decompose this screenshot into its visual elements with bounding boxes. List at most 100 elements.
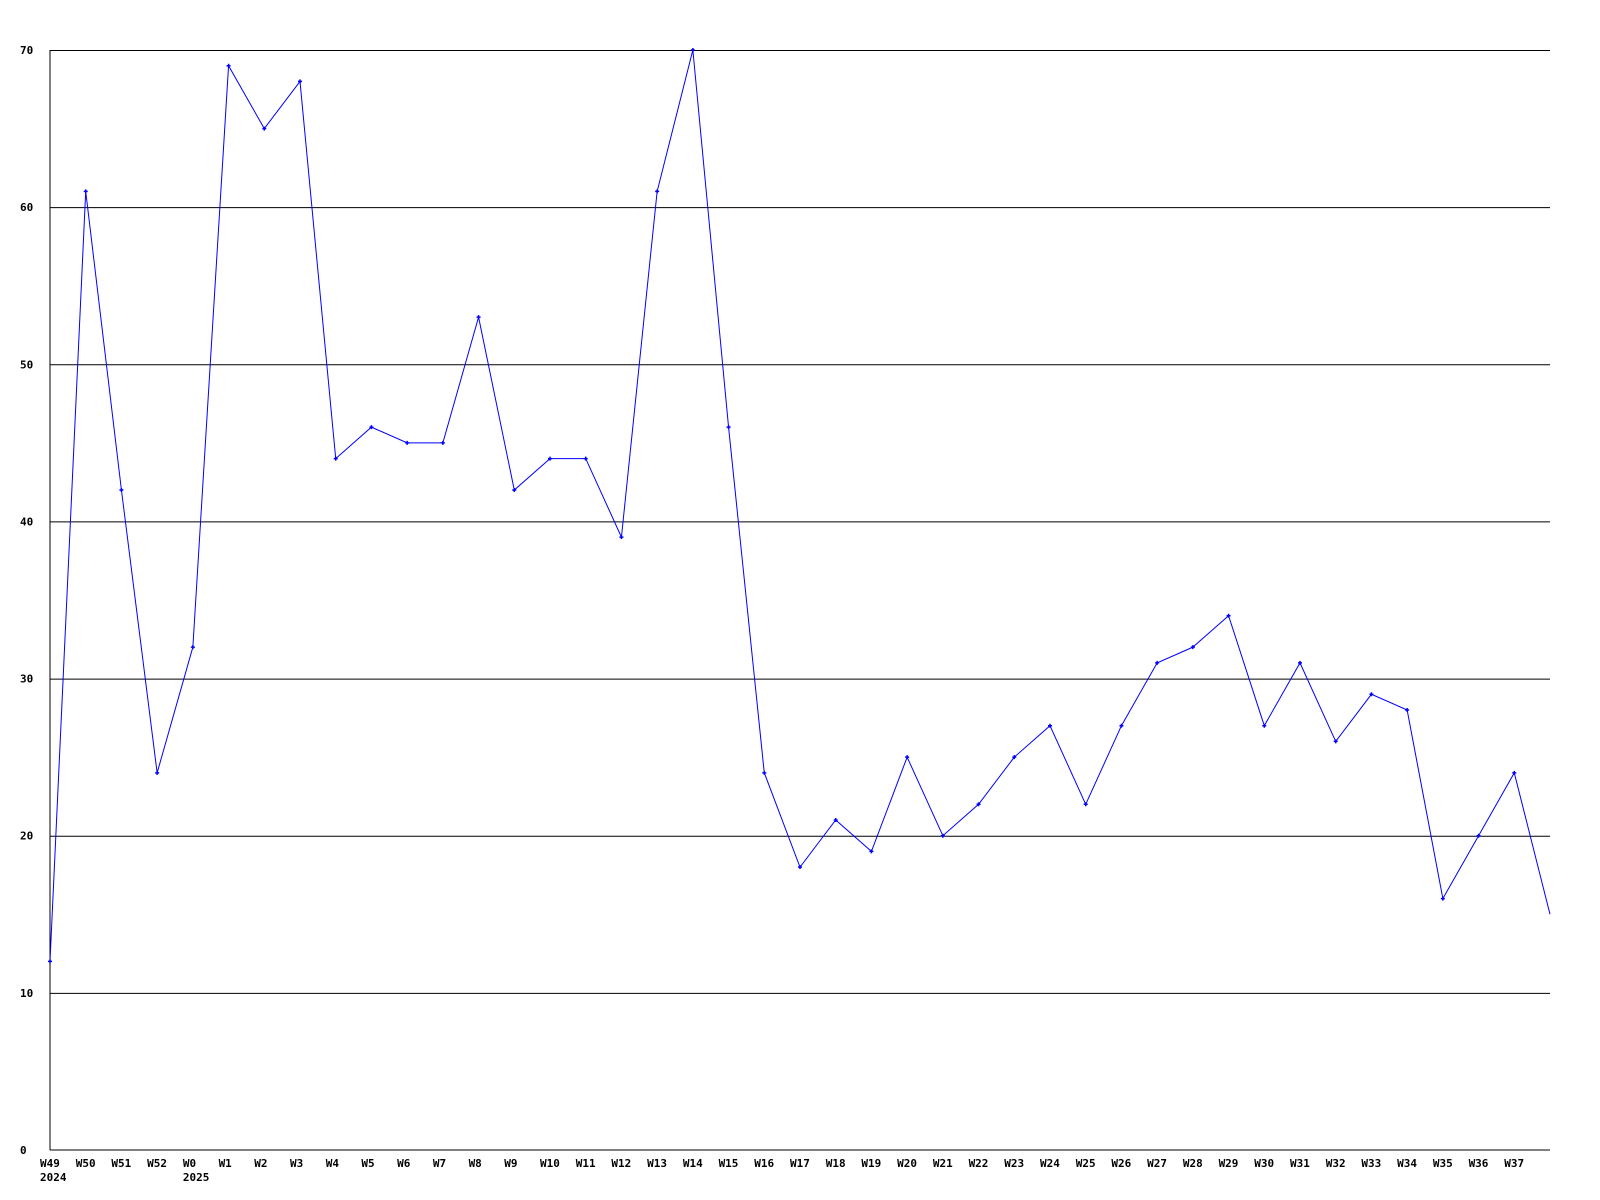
- y-tick-label: 40: [20, 515, 33, 528]
- data-point: [940, 833, 945, 838]
- data-point: [1012, 755, 1017, 760]
- y-axis-ticks: 0 10 20 30 40 50 60 70: [20, 44, 33, 1157]
- x-tick-label: W3: [290, 1157, 303, 1170]
- year-label: 2024: [40, 1171, 67, 1184]
- data-point: [298, 79, 302, 84]
- x-tick-label: W32: [1326, 1157, 1346, 1170]
- x-tick-label: W13: [647, 1157, 667, 1170]
- gridlines: [50, 50, 1550, 994]
- x-tick-label: W19: [861, 1157, 881, 1170]
- x-tick-label: W16: [754, 1157, 774, 1170]
- x-tick-label: W8: [469, 1157, 482, 1170]
- x-tick-label: W51: [111, 1157, 131, 1170]
- x-tick-label: W31: [1290, 1157, 1310, 1170]
- x-tick-label: W14: [683, 1157, 703, 1170]
- series-line: [49, 49, 1551, 962]
- data-point: [619, 535, 624, 540]
- data-point: [1369, 692, 1374, 697]
- data-point: [119, 488, 124, 492]
- x-tick-label: W36: [1469, 1157, 1489, 1170]
- data-point: [405, 440, 410, 445]
- x-tick-label: W18: [826, 1157, 846, 1170]
- x-tick-label: W0: [183, 1157, 196, 1170]
- y-tick-label: 60: [20, 201, 33, 214]
- data-point: [1155, 660, 1160, 665]
- data-point: [1262, 723, 1267, 728]
- x-tick-label: W25: [1076, 1157, 1096, 1170]
- data-point: [655, 189, 660, 194]
- x-tick-label: W23: [1004, 1157, 1024, 1170]
- y-tick-label: 70: [20, 44, 33, 57]
- data-point: [262, 126, 267, 131]
- data-point: [1226, 613, 1231, 618]
- x-tick-label: W21: [933, 1157, 953, 1170]
- data-point: [548, 456, 552, 461]
- data-point: [869, 849, 874, 854]
- x-tick-label: W5: [361, 1157, 374, 1170]
- data-point: [190, 645, 195, 650]
- y-tick-label: 10: [20, 987, 33, 1000]
- x-tick-label: W37: [1504, 1157, 1524, 1170]
- data-point: [1476, 833, 1481, 838]
- x-tick-label: W49: [40, 1157, 60, 1170]
- data-point: [976, 802, 981, 807]
- data-point: [762, 770, 767, 775]
- x-tick-label: W1: [219, 1157, 233, 1170]
- data-point: [798, 865, 802, 870]
- x-tick-label: W33: [1361, 1157, 1381, 1170]
- data-point: [1405, 708, 1410, 712]
- data-point: [1440, 896, 1445, 901]
- data-point: [690, 48, 695, 52]
- x-tick-label: W4: [326, 1157, 340, 1170]
- data-point: [1048, 723, 1052, 728]
- x-tick-label: W26: [1111, 1157, 1131, 1170]
- x-tick-label: W29: [1219, 1157, 1239, 1170]
- x-tick-label: W28: [1183, 1157, 1203, 1170]
- data-point: [905, 755, 910, 760]
- data-point: [1190, 645, 1195, 650]
- data-point: [333, 456, 338, 461]
- x-tick-label: W52: [147, 1157, 167, 1170]
- x-tick-label: W50: [76, 1157, 96, 1170]
- y-tick-label: 30: [20, 673, 33, 686]
- data-point: [1512, 770, 1517, 775]
- x-tick-label: W7: [433, 1157, 446, 1170]
- x-tick-label: W35: [1433, 1157, 1453, 1170]
- data-point: [833, 818, 838, 822]
- year-label: 2025: [183, 1171, 210, 1184]
- x-axis-ticks: W49 W50 W51 W52 W0 W1 W2 W3 W4 W5 W6 W7 W8 W9 W10 W11 W1…: [40, 1157, 1524, 1184]
- data-point: [440, 440, 445, 445]
- x-tick-label: W10: [540, 1157, 560, 1170]
- data-point: [83, 189, 88, 194]
- x-tick-label: W9: [504, 1157, 517, 1170]
- data-point: [226, 63, 231, 68]
- x-tick-label: W27: [1147, 1157, 1167, 1170]
- data-point: [1333, 739, 1338, 744]
- data-point: [1119, 723, 1124, 728]
- data-point: [369, 425, 374, 430]
- data-point: [1298, 660, 1302, 665]
- data-point: [48, 959, 52, 964]
- x-tick-label: W6: [397, 1157, 411, 1170]
- data-point: [726, 425, 731, 430]
- data-point: [583, 456, 588, 461]
- data-point: [1083, 802, 1088, 807]
- x-tick-label: W34: [1397, 1157, 1417, 1170]
- x-tick-label: W12: [611, 1157, 631, 1170]
- x-tick-label: W20: [897, 1157, 917, 1170]
- y-tick-label: 50: [20, 358, 33, 371]
- x-tick-label: W2: [254, 1157, 267, 1170]
- x-tick-label: W11: [576, 1157, 596, 1170]
- data-point: [476, 315, 481, 320]
- y-tick-label: 0: [20, 1144, 27, 1157]
- data-point: [155, 770, 160, 775]
- data-point: [512, 488, 517, 492]
- x-tick-label: W30: [1254, 1157, 1274, 1170]
- x-tick-label: W17: [790, 1157, 810, 1170]
- x-tick-label: W24: [1040, 1157, 1060, 1170]
- series: [48, 48, 1551, 964]
- x-tick-label: W22: [969, 1157, 989, 1170]
- y-tick-label: 20: [20, 830, 33, 843]
- x-tick-label: W15: [719, 1157, 739, 1170]
